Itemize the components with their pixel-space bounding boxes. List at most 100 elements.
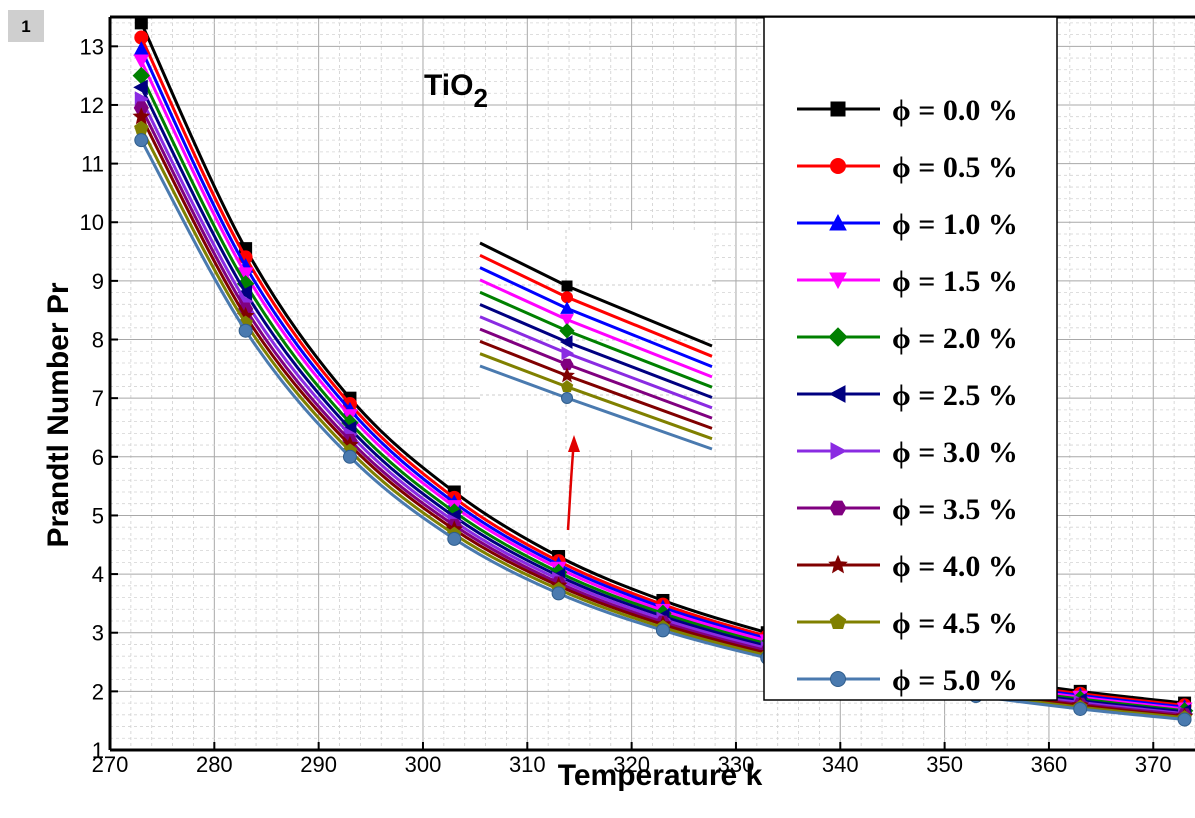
y-tick-label: 10 (80, 210, 104, 235)
y-tick-label: 7 (92, 386, 104, 411)
inset-series-6 (479, 315, 713, 410)
x-tick-label: 300 (405, 752, 442, 777)
x-tick-label: 370 (1135, 752, 1172, 777)
zoom-inset (479, 230, 713, 531)
y-axis-title: Prandtl Number Pr (42, 282, 75, 547)
legend: ϕ = 0.0 % ϕ = 0.5 % ϕ = 1.0 % ϕ = 1.5 % ϕ = … (763, 16, 1058, 701)
data-point-marker (560, 380, 574, 393)
y-tick-label: 3 (92, 621, 104, 646)
x-tick-label: 270 (92, 752, 129, 777)
data-point-marker (828, 327, 848, 347)
x-tick-label: 340 (822, 752, 859, 777)
data-point-marker (551, 586, 566, 601)
data-point-marker (133, 79, 148, 96)
legend-entry: ϕ = 2.0 % (797, 322, 1018, 355)
inset-pointer-arrowhead (568, 435, 580, 452)
legend-entry: ϕ = 3.5 % (797, 493, 1018, 526)
data-point-marker (830, 158, 846, 174)
legend-label: ϕ = 2.5 % (892, 379, 1018, 412)
y-tick-label: 6 (92, 445, 104, 470)
x-tick-label: 360 (1031, 752, 1068, 777)
legend-entry: ϕ = 4.5 % (797, 607, 1018, 640)
data-point-marker (237, 267, 254, 282)
y-tick-label: 2 (92, 679, 104, 704)
inset-series-2 (479, 266, 713, 368)
data-point-marker (133, 54, 150, 70)
data-point-marker (1177, 712, 1192, 727)
data-point-marker (134, 133, 149, 148)
data-point-marker (1073, 701, 1088, 716)
data-point-marker (560, 358, 574, 371)
legend-label: ϕ = 0.5 % (892, 151, 1018, 184)
legend-label: ϕ = 2.0 % (892, 322, 1018, 355)
legend-entry: ϕ = 1.0 % (797, 208, 1018, 241)
data-point-marker (561, 346, 575, 361)
x-axis-title: Temperature k (558, 759, 763, 792)
data-point-marker (828, 385, 846, 403)
data-point-marker (561, 280, 573, 292)
data-point-marker (134, 16, 148, 30)
legend-label: ϕ = 3.0 % (892, 436, 1018, 469)
data-point-marker (561, 291, 573, 304)
legend-entry: ϕ = 1.5 % (797, 265, 1018, 298)
data-point-marker (655, 623, 670, 638)
data-point-marker (559, 367, 575, 383)
y-tick-label: 13 (80, 34, 104, 59)
y-tick-label: 1 (92, 738, 104, 763)
y-tick-label: 5 (92, 503, 104, 528)
y-tick-label: 9 (92, 269, 104, 294)
data-point-marker (829, 272, 847, 290)
data-point-marker (238, 323, 253, 338)
data-point-marker (829, 613, 847, 629)
data-point-marker (830, 442, 848, 460)
inset-series-8 (479, 340, 713, 430)
y-tick-label: 12 (80, 93, 104, 118)
data-point-marker (561, 392, 573, 404)
figure-badge: 1 (8, 10, 44, 42)
legend-entry: ϕ = 4.0 % (797, 550, 1018, 583)
data-point-marker (237, 284, 253, 301)
legend-entry: ϕ = 2.5 % (797, 379, 1018, 412)
inset-series-9 (479, 352, 713, 441)
figure-badge-label: 1 (21, 17, 30, 36)
data-point-marker (829, 500, 847, 516)
data-point-marker (830, 671, 846, 687)
inset-series-1 (479, 253, 713, 358)
inset-series-0 (479, 241, 713, 348)
x-tick-label: 310 (509, 752, 546, 777)
legend-box (763, 16, 1058, 701)
inset-series-10 (479, 364, 713, 451)
data-point-marker (342, 449, 357, 464)
x-tick-label: 290 (300, 752, 337, 777)
x-tick-label: 280 (196, 752, 233, 777)
legend-label: ϕ = 5.0 % (892, 664, 1018, 697)
data-point-marker (828, 554, 848, 574)
legend-entry: ϕ = 3.0 % (797, 436, 1018, 469)
data-point-marker (132, 107, 151, 125)
data-point-marker (560, 301, 574, 314)
inset-series-7 (479, 327, 713, 420)
legend-label: ϕ = 4.5 % (892, 607, 1018, 640)
legend-label: ϕ = 0.0 % (892, 94, 1018, 127)
data-point-marker (559, 335, 573, 349)
axis-ticks: 270 280 290 300 310 320 330 340 350 360 3701234567… (80, 34, 1172, 777)
legend-label: ϕ = 1.0 % (892, 208, 1018, 241)
data-point-marker (830, 101, 846, 117)
inset-series-3 (479, 278, 713, 379)
x-tick-label: 320 (613, 752, 650, 777)
material-annotation: TiO2 (424, 69, 488, 113)
data-point-marker (560, 314, 574, 327)
data-point-marker (559, 323, 575, 339)
y-tick-label: 11 (81, 152, 104, 177)
legend-label: ϕ = 3.5 % (892, 493, 1018, 526)
x-tick-label: 330 (718, 752, 755, 777)
data-point-marker (829, 213, 847, 231)
y-tick-label: 8 (92, 328, 104, 353)
y-tick-label: 4 (92, 562, 104, 587)
legend-label: ϕ = 4.0 % (892, 550, 1018, 583)
legend-entry: ϕ = 5.0 % (797, 664, 1018, 697)
inset-series-4 (479, 290, 713, 389)
legend-entry: ϕ = 0.0 % (797, 94, 1018, 127)
inset-series-5 (479, 303, 713, 399)
